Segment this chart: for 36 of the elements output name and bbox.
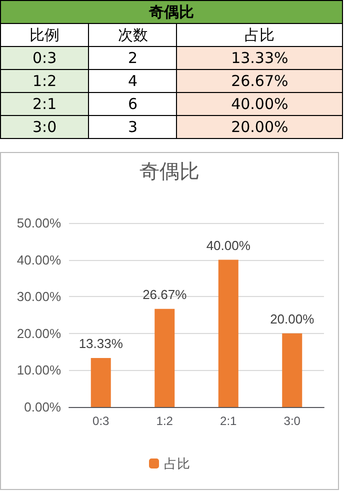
x-tick-label: 2:1 (220, 414, 238, 428)
text: 占比 (176, 24, 342, 46)
bar (154, 308, 175, 407)
y-tick-label: 10.00% (16, 362, 62, 378)
text: 26.67% (176, 70, 342, 92)
text: 13.33% (176, 46, 342, 70)
x-tick-label: 3:0 (284, 414, 301, 428)
text: 2:1 (0, 92, 89, 116)
text: 次数 (88, 24, 177, 46)
bar (218, 260, 238, 407)
text: 20.00% (176, 116, 342, 138)
text: 40.00% (176, 92, 342, 116)
data-label: 26.67% (142, 286, 188, 302)
text: 2 (88, 46, 177, 70)
text: 0:3 (0, 46, 89, 70)
data-label: 40.00% (206, 238, 251, 253)
y-tick-label: 50.00% (16, 216, 62, 230)
chart-title: 奇偶比 (140, 161, 200, 183)
text: 奇偶比 (0, 0, 342, 24)
y-tick-label: 30.00% (16, 289, 62, 304)
text: 6 (88, 92, 177, 116)
y-tick-label: 40.00% (16, 252, 62, 268)
bar (282, 333, 302, 407)
x-tick-label: 0:3 (92, 414, 110, 428)
text: 4 (88, 70, 177, 92)
x-tick-label: 1:2 (156, 414, 174, 428)
legend-label: 占比 (164, 456, 190, 471)
text: 1:2 (0, 70, 89, 92)
text: 比例 (0, 24, 89, 46)
text: 3:0 (0, 116, 89, 138)
y-tick-label: 20.00% (16, 326, 62, 341)
data-label: 20.00% (270, 311, 315, 326)
data-label: 13.33% (78, 336, 124, 351)
y-tick-label: 0.00% (24, 400, 62, 414)
text: 3 (88, 116, 177, 138)
bar (90, 358, 111, 407)
